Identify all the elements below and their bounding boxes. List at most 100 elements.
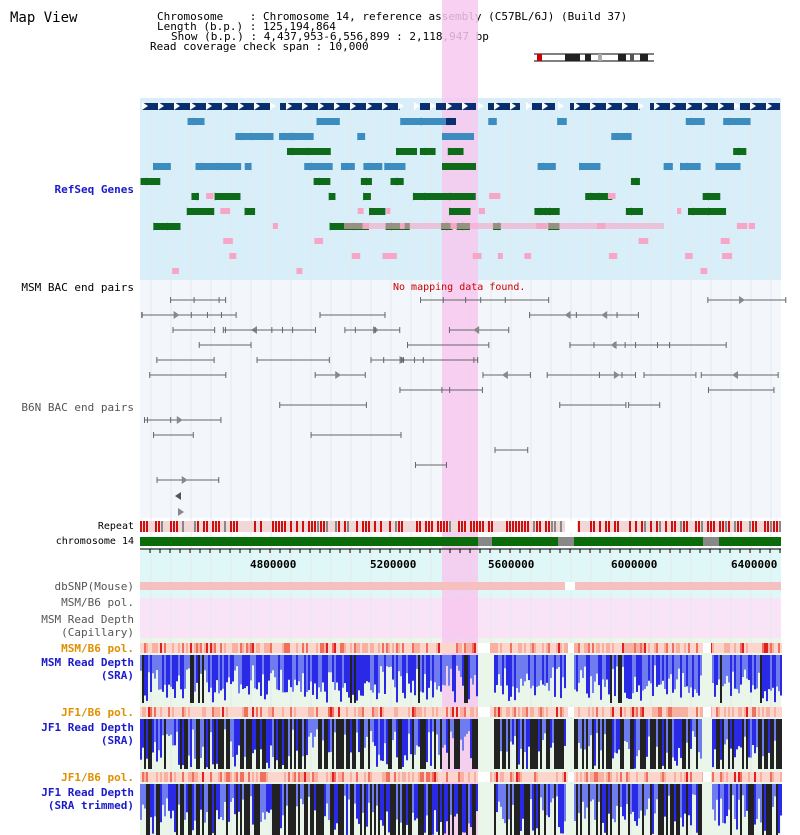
bac-arrow[interactable] <box>173 311 180 319</box>
gene-arrow[interactable] <box>687 207 694 216</box>
gene-arrow[interactable] <box>734 102 740 110</box>
gene-arrow[interactable] <box>174 102 180 110</box>
gene-arrow[interactable] <box>424 192 431 201</box>
track-label-msm-depth-cap[interactable]: MSM Read Depth <box>41 613 134 626</box>
track-label-msm-b6-pol-2[interactable]: MSM/B6 pol. <box>61 642 134 655</box>
bac-arrow[interactable] <box>473 326 480 334</box>
gene-arrow[interactable] <box>766 102 772 110</box>
gene-arrow[interactable] <box>478 102 484 110</box>
gene-arrow[interactable] <box>680 162 687 171</box>
gene-arrow[interactable] <box>318 102 324 110</box>
gene-arrow[interactable] <box>191 192 198 201</box>
gene-arrow[interactable] <box>390 177 397 186</box>
bac-arrow[interactable] <box>564 311 571 319</box>
gene-arrow[interactable] <box>549 207 556 216</box>
gene-arrow[interactable] <box>214 192 221 201</box>
gene-arrow[interactable] <box>286 102 292 110</box>
track-label-msm-b6-pol-1[interactable]: MSM/B6 pol. <box>61 596 134 609</box>
gene-arrow[interactable] <box>585 192 592 201</box>
track-label-refseq[interactable]: RefSeq Genes <box>54 183 134 196</box>
track-label-jf1-depth-trim[interactable]: JF1 Read Depth <box>41 786 134 799</box>
gene-arrow[interactable] <box>622 102 628 110</box>
gene-arrow[interactable] <box>412 192 419 201</box>
gene-arrow[interactable] <box>685 117 692 126</box>
bac-arrow[interactable] <box>335 371 342 379</box>
gene-arrow[interactable] <box>140 177 147 186</box>
gene-arrow[interactable] <box>702 192 709 201</box>
gene-arrow[interactable] <box>360 177 367 186</box>
gene-arrow[interactable] <box>494 102 500 110</box>
gene-arrow[interactable] <box>302 102 308 110</box>
gene-arrow[interactable] <box>244 207 251 216</box>
gene-arrow[interactable] <box>244 162 251 171</box>
gene-arrow[interactable] <box>534 207 541 216</box>
gene-arrow[interactable] <box>715 162 722 171</box>
gene-arrow[interactable] <box>537 162 544 171</box>
gene-arrow[interactable] <box>238 102 244 110</box>
gene-arrow[interactable] <box>161 222 168 231</box>
gene-arrow[interactable] <box>350 102 356 110</box>
gene-arrow[interactable] <box>419 147 426 156</box>
gene-arrow[interactable] <box>447 147 454 156</box>
gene-arrow[interactable] <box>545 207 552 216</box>
gene-arrow[interactable] <box>400 117 407 126</box>
gene-arrow[interactable] <box>750 102 756 110</box>
gene-arrow[interactable] <box>195 162 202 171</box>
bac-arrow[interactable] <box>176 416 183 424</box>
gene-arrow[interactable] <box>638 102 644 110</box>
gene-arrow[interactable] <box>663 162 670 171</box>
gene-arrow[interactable] <box>153 222 160 231</box>
gene-arrow[interactable] <box>369 207 376 216</box>
gene-arrow[interactable] <box>733 147 740 156</box>
gene-arrow[interactable] <box>488 117 495 126</box>
gene-arrow[interactable] <box>329 222 336 231</box>
gene-arrow[interactable] <box>187 117 194 126</box>
gene-arrow[interactable] <box>363 162 370 171</box>
gene-arrow[interactable] <box>206 102 212 110</box>
gene-arrow[interactable] <box>718 102 724 110</box>
gene-arrow[interactable] <box>286 147 293 156</box>
gene-arrow[interactable] <box>304 162 311 171</box>
gene-arrow[interactable] <box>279 132 286 141</box>
gene-arrow[interactable] <box>186 207 193 216</box>
gene-arrow[interactable] <box>579 162 586 171</box>
track-label-b6n-bac[interactable]: B6N BAC end pairs <box>21 401 134 414</box>
track-label-msm-bac[interactable]: MSM BAC end pairs <box>21 281 134 294</box>
gene-arrow[interactable] <box>430 102 436 110</box>
bac-arrow[interactable] <box>613 371 620 379</box>
bac-arrow[interactable] <box>601 311 608 319</box>
gene-arrow[interactable] <box>558 102 564 110</box>
gene-arrow[interactable] <box>313 177 320 186</box>
gene-arrow[interactable] <box>414 102 420 110</box>
gene-arrow[interactable] <box>686 102 692 110</box>
bac-arrow[interactable] <box>175 492 181 500</box>
gene-arrow[interactable] <box>235 132 242 141</box>
gene-arrow[interactable] <box>270 102 276 110</box>
gene-arrow[interactable] <box>702 102 708 110</box>
gene-arrow[interactable] <box>526 102 532 110</box>
track-label-jf1-b6-pol-1[interactable]: JF1/B6 pol. <box>61 706 134 719</box>
gene-arrow[interactable] <box>398 102 404 110</box>
gene-arrow[interactable] <box>415 117 422 126</box>
gene-arrow[interactable] <box>611 132 618 141</box>
gene-arrow[interactable] <box>446 102 452 110</box>
gene-arrow[interactable] <box>328 192 335 201</box>
bac-arrow[interactable] <box>732 371 739 379</box>
gene-arrow[interactable] <box>254 102 260 110</box>
gene-arrow[interactable] <box>397 177 404 186</box>
bac-arrow[interactable] <box>178 508 184 516</box>
gene-arrow[interactable] <box>606 102 612 110</box>
gene-arrow[interactable] <box>557 117 564 126</box>
gene-arrow[interactable] <box>670 102 676 110</box>
gene-arrow[interactable] <box>630 177 637 186</box>
gene-arrow[interactable] <box>590 102 596 110</box>
gene-arrow[interactable] <box>340 162 347 171</box>
gene-arrow[interactable] <box>307 147 314 156</box>
gene-arrow[interactable] <box>654 102 660 110</box>
gene-arrow[interactable] <box>158 102 164 110</box>
bac-arrow[interactable] <box>181 476 188 484</box>
gene-arrow[interactable] <box>357 132 364 141</box>
gene-arrow[interactable] <box>462 102 468 110</box>
gene-arrow[interactable] <box>316 117 323 126</box>
